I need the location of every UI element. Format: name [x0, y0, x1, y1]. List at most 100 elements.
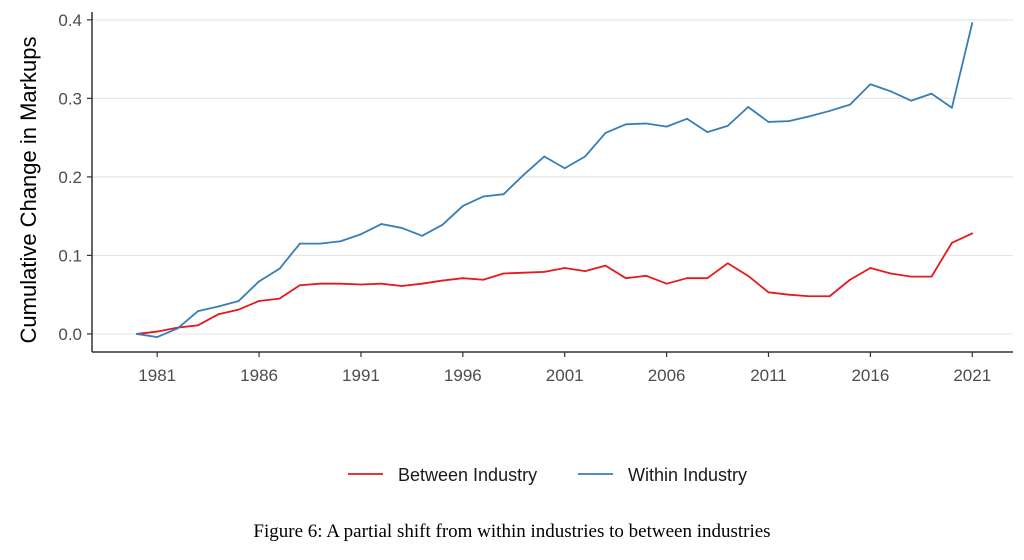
x-tick-label: 2021 [953, 366, 991, 385]
between-industry-point [930, 275, 933, 278]
within-industry-point [461, 205, 464, 207]
within-industry-point [176, 327, 179, 330]
within-industry-point [217, 305, 220, 308]
within-industry-point [563, 167, 566, 170]
within-industry-point [828, 110, 831, 112]
line-chart: 1981 1986 1991 1996 2001 2006 2011 2016 2021 0.0… [16, 11, 1013, 485]
within-industry-point [787, 120, 790, 123]
legend-label-between-industry: Between Industry [398, 465, 537, 485]
within-industry-point [971, 22, 974, 24]
within-industry-point [930, 92, 933, 95]
between-industry-point [319, 282, 322, 285]
between-industry-point [441, 279, 444, 282]
between-industry-point [298, 284, 301, 287]
between-industry-point [421, 282, 423, 285]
x-tick-label: 2016 [851, 366, 889, 385]
x-tick-label: 1996 [444, 366, 482, 385]
within-industry-point [665, 125, 668, 128]
within-industry-point [604, 132, 607, 134]
y-tick-label: 0.1 [58, 246, 82, 265]
between-industry-point [726, 262, 729, 265]
y-tick-label: 0.2 [58, 168, 82, 187]
within-industry-point [360, 233, 362, 236]
within-industry-point [645, 122, 648, 125]
between-industry-point [665, 282, 668, 285]
between-industry-point [849, 278, 851, 281]
between-industry-point [645, 274, 648, 277]
within-industry-point [380, 223, 383, 225]
between-industry-point [258, 300, 260, 302]
between-industry-point [523, 271, 525, 274]
within-industry-point [706, 131, 709, 134]
within-industry-point [624, 123, 627, 126]
within-industry-point [339, 240, 342, 243]
between-industry-point [808, 295, 811, 298]
between-industry-point [787, 293, 790, 296]
within-industry-point [726, 124, 729, 127]
between-industry-point [869, 267, 872, 269]
between-industry-point [543, 271, 546, 273]
within-industry-point [502, 193, 505, 196]
within-industry-point [523, 173, 525, 176]
within-industry-point [950, 106, 953, 109]
between-industry-point [584, 270, 587, 273]
between-industry-point [950, 241, 953, 244]
between-industry-point [156, 330, 159, 333]
within-industry-point [258, 280, 260, 283]
y-axis-ticks: 0.0 0.1 0.2 0.3 0.4 [58, 11, 92, 344]
between-industry-point [482, 278, 485, 281]
between-industry-point [217, 313, 220, 316]
within-industry-point [584, 155, 587, 158]
within-industry-point [767, 121, 770, 123]
within-industry-point [869, 83, 872, 86]
within-industry-point [849, 103, 851, 106]
series-lines [135, 22, 974, 338]
between-industry-point [971, 232, 974, 235]
between-industry-line [136, 232, 973, 335]
within-industry-point [889, 90, 892, 93]
between-industry-point [380, 282, 383, 285]
between-industry-point [237, 308, 240, 311]
within-industry-point [482, 195, 485, 198]
within-industry-point [421, 234, 423, 237]
within-industry-point [237, 300, 240, 302]
within-industry-point [808, 115, 811, 118]
within-industry-point [686, 117, 688, 120]
within-industry-point [298, 242, 301, 245]
y-tick-label: 0.0 [58, 325, 82, 344]
x-tick-label: 2001 [546, 366, 584, 385]
x-tick-label: 1986 [240, 366, 278, 385]
y-tick-label: 0.3 [58, 89, 82, 108]
within-industry-point [400, 227, 403, 229]
within-industry-point [197, 310, 199, 313]
between-industry-point [563, 267, 566, 269]
x-tick-label: 1991 [342, 366, 380, 385]
x-tick-label: 2006 [648, 366, 686, 385]
within-industry-point [543, 155, 546, 158]
between-industry-point [889, 272, 892, 275]
within-industry-point [747, 106, 750, 108]
within-industry-point [156, 336, 159, 338]
between-industry-point [604, 264, 607, 267]
within-industry-point [441, 223, 444, 226]
figure-caption: Figure 6: A partial shift from within in… [253, 521, 771, 542]
between-industry-point [278, 297, 281, 300]
x-tick-label: 1981 [138, 366, 176, 385]
within-industry-line [136, 22, 974, 338]
within-industry-point [910, 99, 913, 102]
legend-label-within-industry: Within Industry [628, 465, 747, 485]
y-tick-label: 0.4 [58, 11, 82, 30]
between-industry-point [461, 277, 464, 280]
between-industry-point [197, 324, 199, 327]
between-industry-point [360, 283, 362, 286]
within-industry-point [319, 242, 322, 245]
y-axis-title: Cumulative Change in Markups [16, 37, 41, 344]
between-industry-point [706, 277, 709, 280]
between-industry-point [502, 272, 505, 275]
legend: Between Industry Within Industry [348, 465, 747, 485]
y-gridlines [92, 19, 1013, 335]
within-industry-point [278, 267, 281, 270]
between-industry-point [767, 291, 770, 294]
between-industry-point [828, 295, 831, 298]
x-tick-label: 2011 [750, 366, 787, 385]
